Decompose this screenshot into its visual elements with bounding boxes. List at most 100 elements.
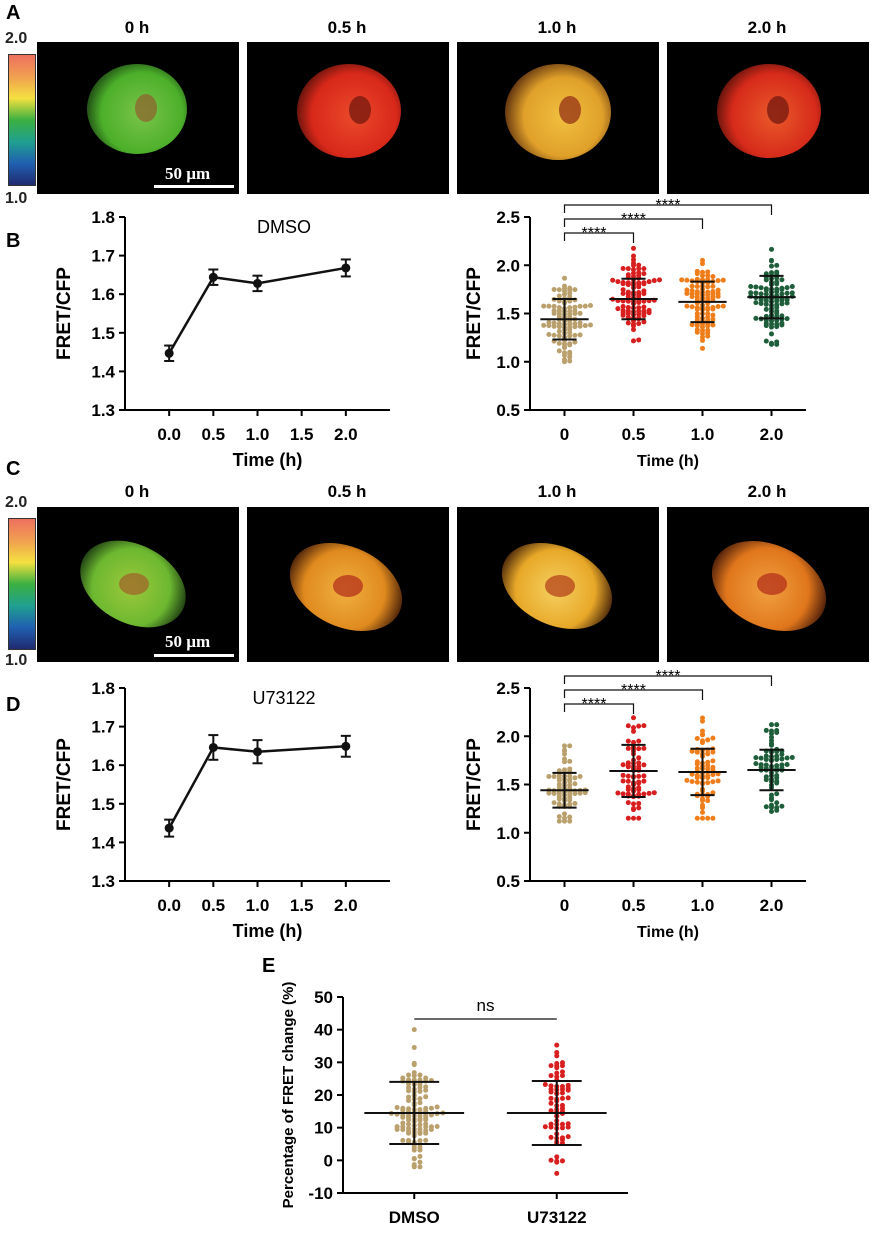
data-point	[769, 809, 774, 815]
x-tick-label: 1.0	[691, 425, 715, 444]
series-line	[168, 745, 346, 829]
data-point	[774, 753, 780, 759]
data-point	[556, 328, 562, 334]
scale-bar	[154, 654, 234, 657]
data-point	[556, 348, 562, 354]
data-point	[779, 751, 785, 757]
micrograph-c-0h	[37, 507, 239, 662]
data-point	[554, 1042, 560, 1048]
data-point	[253, 747, 262, 757]
data-point	[753, 290, 759, 296]
data-point	[779, 320, 785, 326]
data-point	[758, 291, 764, 297]
data-point	[774, 722, 780, 728]
data-point	[565, 1095, 571, 1101]
data-point	[625, 791, 631, 797]
data-point	[651, 278, 657, 284]
data-point	[556, 305, 562, 311]
data-point	[554, 1061, 560, 1067]
significance-bracket	[563, 218, 704, 229]
data-point	[694, 305, 700, 311]
data-point	[694, 736, 700, 742]
data-point	[253, 278, 262, 288]
data-point	[774, 308, 780, 314]
data-point	[774, 800, 780, 806]
data-point	[763, 338, 769, 344]
data-point	[758, 755, 764, 761]
data-point	[774, 269, 780, 275]
data-point	[417, 1106, 423, 1112]
data-point	[620, 287, 626, 293]
micrograph-a-1h	[457, 42, 659, 194]
data-point	[620, 266, 626, 272]
data-point	[567, 801, 573, 807]
y-tick-label: 2.0	[496, 256, 520, 275]
data-point	[559, 1158, 565, 1164]
data-point	[700, 269, 705, 275]
data-point	[559, 1125, 565, 1131]
data-point	[423, 1137, 429, 1143]
data-point	[406, 1121, 412, 1127]
data-point	[710, 316, 716, 322]
data-point	[423, 1121, 429, 1127]
data-point	[689, 771, 695, 777]
significance-label: ****	[656, 197, 681, 214]
data-point	[559, 1135, 565, 1141]
x-tick-label: 0	[560, 896, 569, 915]
data-point	[758, 285, 764, 291]
data-point	[763, 286, 769, 292]
series-2.0	[753, 722, 795, 815]
significance-bracket	[563, 689, 704, 700]
y-tick-label: 1.6	[91, 285, 115, 304]
data-point	[774, 302, 780, 308]
data-point	[684, 303, 690, 309]
data-point	[753, 300, 759, 306]
x-tick-label: 1.0	[691, 896, 715, 915]
data-point	[694, 779, 700, 785]
data-point	[559, 1102, 565, 1108]
data-point	[572, 781, 578, 787]
scale-bar	[154, 185, 234, 188]
data-point	[710, 304, 716, 310]
data-point	[567, 325, 573, 331]
data-point	[769, 270, 774, 276]
chart-title: U73122	[252, 688, 315, 708]
data-point	[641, 280, 647, 286]
data-point	[769, 257, 774, 263]
data-point	[631, 739, 636, 745]
y-tick-label: 0.5	[496, 401, 520, 420]
significance-label: ns	[477, 996, 495, 1015]
y-tick-label: 0	[324, 1151, 333, 1170]
data-point	[705, 314, 711, 320]
data-point	[774, 279, 780, 285]
data-point	[694, 773, 700, 779]
data-point	[631, 805, 636, 811]
data-point	[625, 773, 631, 779]
data-point	[548, 1134, 554, 1140]
data-point	[554, 1074, 560, 1080]
data-point	[341, 263, 351, 273]
data-point	[774, 286, 780, 292]
data-point	[615, 279, 621, 285]
data-point	[700, 334, 705, 340]
data-point	[428, 1124, 434, 1130]
y-tick-label: 50	[314, 988, 333, 1007]
data-point	[710, 815, 716, 821]
data-point	[689, 322, 695, 328]
data-point	[572, 304, 578, 310]
data-point	[710, 322, 716, 328]
data-point	[567, 814, 573, 820]
data-point	[710, 779, 716, 785]
data-point	[705, 273, 711, 279]
data-point	[546, 319, 552, 325]
y-tick-label: 1.8	[91, 208, 115, 227]
data-point	[567, 285, 573, 291]
data-point	[636, 305, 642, 311]
time-label-1h: 1.0 h	[537, 482, 577, 501]
y-tick-label: 1.6	[91, 756, 115, 775]
data-point	[769, 728, 774, 734]
data-point	[789, 284, 795, 290]
y-tick-label: 1.5	[91, 324, 115, 343]
data-point	[406, 1072, 412, 1078]
significance-label: ****	[582, 225, 607, 242]
